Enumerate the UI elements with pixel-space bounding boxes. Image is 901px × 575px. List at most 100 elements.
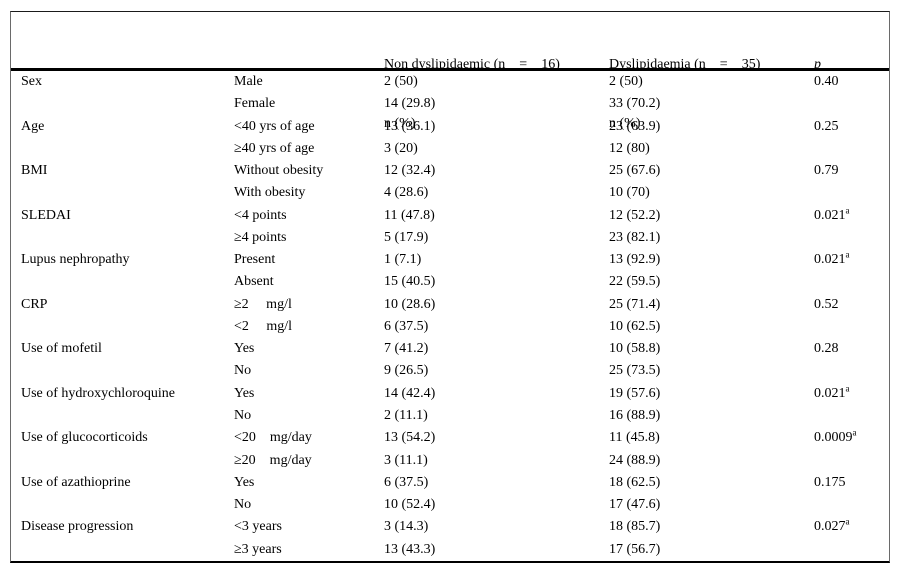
non-dyslipidaemic-cell: 14 (29.8) [384,96,436,112]
table-body: Sex Male 2 (50) 2 (50) 0.40 Female 14 (29.8) 33… [11,71,889,561]
dyslipidaemia-cell: 18 (85.7) [609,519,661,535]
dyslipidaemia-cell: 25 (67.6) [609,163,661,179]
non-dyslipidaemic-cell: 5 (17.9) [384,229,429,245]
header-non-dyslipidaemic-title: Non dyslipidaemic (n = 16) [384,57,560,72]
p-significance-superscript: a [845,516,850,527]
subcategory-cell: Yes [234,474,255,490]
category-cell [21,271,234,293]
subcategory-cell: ≥20 mg/day [234,452,312,468]
subcategory-cell: <3 years [234,519,282,535]
header-non-dyslipidaemic: Non dyslipidaemic (n = 16) n (%) [384,19,609,169]
category-cell: SLEDAI [21,207,71,223]
dyslipidaemia-cell: 25 (71.4) [609,296,661,312]
p-value-cell: 0.021a [814,204,850,223]
table-row: Use of glucocorticoids <20 mg/day 13 (54.2… [11,427,889,449]
non-dyslipidaemic-cell: 3 (20) [384,140,418,156]
table-row: Sex Male 2 (50) 2 (50) 0.40 [11,71,889,93]
non-dyslipidaemic-cell: 1 (7.1) [384,252,422,268]
category-cell [21,405,234,427]
dyslipidaemia-cell: 17 (56.7) [609,541,661,557]
p-value-cell: 0.79 [814,163,839,179]
dyslipidaemia-cell: 10 (70) [609,185,650,201]
category-cell: Sex [21,74,42,89]
table-row: ≥4 points 5 (17.9) 23 (82.1) [11,227,889,249]
table-row: BMI Without obesity 12 (32.4) 25 (67.6) 0.79 [11,160,889,182]
p-value-cell: 0.0009a [814,427,857,446]
non-dyslipidaemic-cell: 14 (42.4) [384,385,436,401]
category-cell: Use of hydroxychloroquine [21,385,175,401]
p-value-cell [814,450,889,472]
non-dyslipidaemic-cell: 13 (43.3) [384,541,436,557]
subcategory-cell: No [234,407,252,423]
category-cell [21,138,234,160]
subcategory-cell: No [234,497,252,513]
non-dyslipidaemic-cell: 11 (47.8) [384,207,435,223]
category-cell: Use of glucocorticoids [21,430,148,446]
subcategory-cell: ≥40 yrs of age [234,140,315,156]
dyslipidaemia-cell: 23 (63.9) [609,118,661,134]
table-row: ≥40 yrs of age 3 (20) 12 (80) [11,138,889,160]
table-header: Non dyslipidaemic (n = 16) n (%) Dyslipi… [11,12,889,131]
dyslipidaemia-cell: 10 (62.5) [609,318,661,334]
subcategory-cell: <40 yrs of age [234,118,315,134]
p-significance-superscript: a [845,383,850,394]
table-row: Use of hydroxychloroquine Yes 14 (42.4) 19 … [11,383,889,405]
category-cell [21,316,234,338]
dyslipidaemia-cell: 25 (73.5) [609,363,661,379]
subcategory-cell: Absent [234,274,274,290]
header-non-dyslipidaemic-npct: n (%) [384,116,416,131]
p-value-cell: 0.40 [814,74,839,89]
non-dyslipidaemic-cell: 9 (26.5) [384,363,429,379]
category-cell [21,93,234,115]
non-dyslipidaemic-cell: 15 (40.5) [384,274,436,290]
non-dyslipidaemic-cell: 6 (37.5) [384,318,429,334]
p-significance-superscript: a [845,204,850,215]
category-cell: CRP [21,296,48,312]
subcategory-cell: Male [234,74,263,89]
table-row: With obesity 4 (28.6) 10 (70) [11,182,889,204]
non-dyslipidaemic-cell: 3 (14.3) [384,519,429,535]
category-cell: Use of mofetil [21,341,102,357]
dyslipidaemia-cell: 17 (47.6) [609,497,661,513]
dyslipidaemia-cell: 2 (50) [609,74,643,89]
p-value-cell [814,271,889,293]
dyslipidaemia-cell: 19 (57.6) [609,385,661,401]
dyslipidaemia-cell: 11 (45.8) [609,430,660,446]
dyslipidaemia-cell: 12 (52.2) [609,207,661,223]
dyslipidaemia-cell: 18 (62.5) [609,474,661,490]
category-cell [21,182,234,204]
p-value-cell: 0.52 [814,296,839,312]
p-value-cell [814,182,889,204]
non-dyslipidaemic-cell: 6 (37.5) [384,474,429,490]
table-row: Use of azathioprine Yes 6 (37.5) 18 (62.5) 0… [11,472,889,494]
dyslipidaemia-cell: 13 (92.9) [609,252,661,268]
category-cell [21,227,234,249]
table-row: <2 mg/l 6 (37.5) 10 (62.5) [11,316,889,338]
table-row: Absent 15 (40.5) 22 (59.5) [11,271,889,293]
dyslipidaemia-cell: 33 (70.2) [609,96,661,112]
table-row: Use of mofetil Yes 7 (41.2) 10 (58.8) 0.28 [11,338,889,360]
p-value-cell [814,93,889,115]
p-value-cell [814,539,889,561]
subcategory-cell: Yes [234,385,255,401]
subcategory-cell: <2 mg/l [234,318,293,334]
category-cell: Age [21,118,45,134]
p-value-cell: 0.175 [814,474,846,490]
header-p-value: p [814,19,889,169]
table-row: Lupus nephropathy Present 1 (7.1) 13 (92.9)… [11,249,889,271]
header-dyslipidaemia-npct: n (%) [609,116,641,131]
p-significance-superscript: a [845,249,850,260]
dyslipidaemia-cell: 10 (58.8) [609,341,661,357]
table-row: No 2 (11.1) 16 (88.9) [11,405,889,427]
subcategory-cell: <20 mg/day [234,430,312,446]
table-row: ≥3 years 13 (43.3) 17 (56.7) [11,539,889,561]
non-dyslipidaemic-cell: 2 (11.1) [384,407,428,423]
subcategory-cell: Yes [234,341,255,357]
p-value-cell [814,316,889,338]
dyslipidaemia-cell: 22 (59.5) [609,274,661,290]
non-dyslipidaemic-cell: 13 (36.1) [384,118,436,134]
header-dyslipidaemia: Dyslipidaemia (n = 35) n (%) [609,19,814,169]
subcategory-cell: ≥3 years [234,541,282,557]
comparison-table: Non dyslipidaemic (n = 16) n (%) Dyslipi… [10,11,890,563]
